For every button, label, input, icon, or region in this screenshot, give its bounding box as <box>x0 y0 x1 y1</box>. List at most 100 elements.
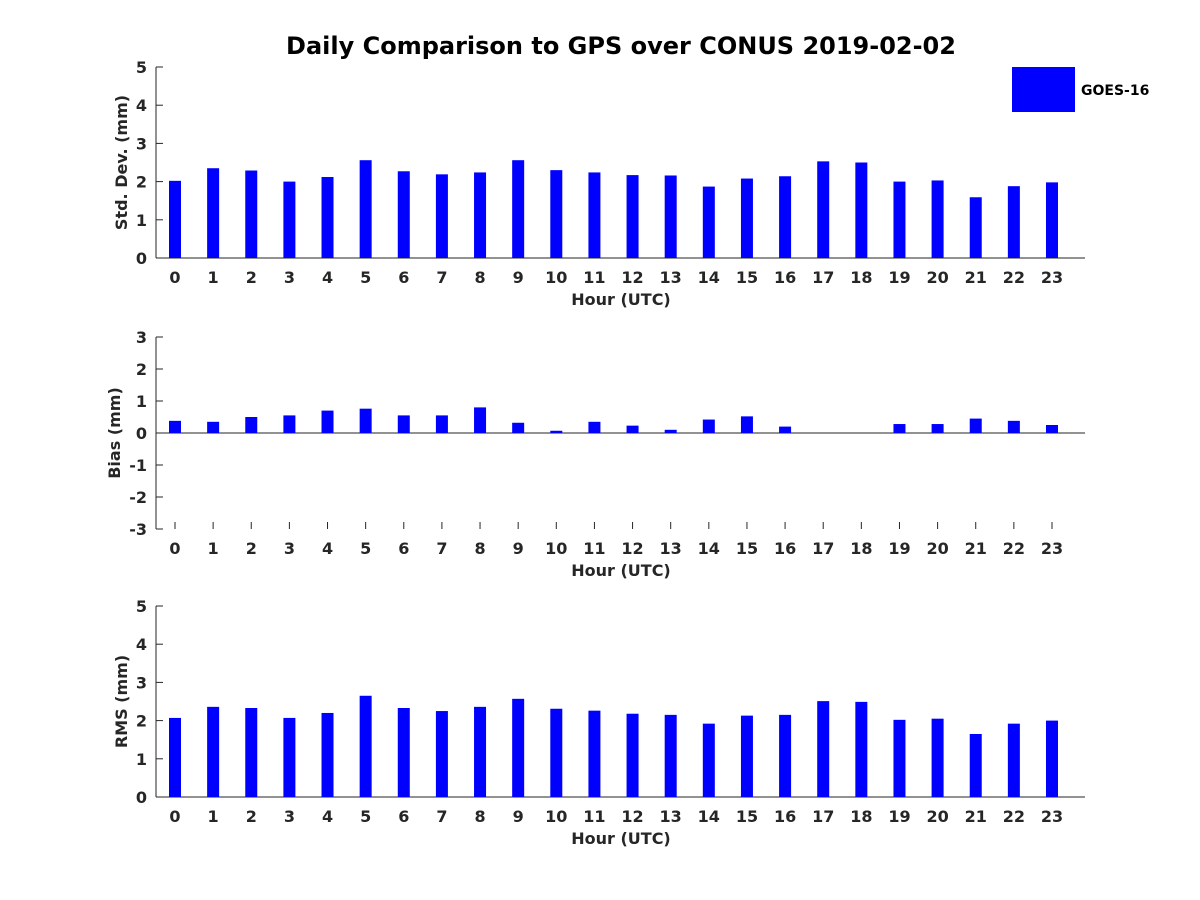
std-dev-bar-hour-6 <box>397 171 410 258</box>
rms-bar-hour-23 <box>1045 720 1058 797</box>
x-tick-label: 6 <box>398 268 409 287</box>
std-dev-bar-hour-1 <box>207 168 220 258</box>
x-tick-label: 13 <box>660 539 682 558</box>
x-tick-label: 11 <box>583 539 605 558</box>
rms-bar-hour-5 <box>359 695 372 797</box>
rms-bar-hour-21 <box>969 733 982 797</box>
bias-bar-hour-2 <box>245 417 258 433</box>
x-tick-label: 18 <box>850 807 872 826</box>
x-tick-label: 5 <box>360 539 371 558</box>
x-tick-label: 7 <box>436 268 447 287</box>
rms-bar-hour-2 <box>245 707 258 797</box>
std-dev-bar-hour-21 <box>969 197 982 258</box>
rms-bar-hour-14 <box>702 723 715 797</box>
y-tick-label: 5 <box>136 597 147 616</box>
x-tick-label: 12 <box>621 539 643 558</box>
x-tick-label: 12 <box>621 807 643 826</box>
x-tick-label: 7 <box>436 539 447 558</box>
y-tick-label: 0 <box>136 424 147 443</box>
bias-bar-hour-19 <box>893 424 906 433</box>
x-tick-label: 22 <box>1003 268 1025 287</box>
x-tick-label: 7 <box>436 807 447 826</box>
x-tick-label: 21 <box>965 807 987 826</box>
std-dev-bar-hour-19 <box>893 181 906 258</box>
std-dev-bar-hour-8 <box>474 172 487 258</box>
bias-bar-hour-7 <box>435 415 448 433</box>
x-tick-label: 15 <box>736 539 758 558</box>
rms-bar-hour-9 <box>512 698 525 797</box>
std-dev-bar-hour-22 <box>1007 186 1020 258</box>
std-dev-bar-hour-7 <box>435 174 448 258</box>
rms-bar-hour-13 <box>664 714 677 797</box>
y-tick-label: 0 <box>136 788 147 807</box>
rms-bar-hour-19 <box>893 719 906 797</box>
x-tick-label: 17 <box>812 807 834 826</box>
rms-bar-hour-20 <box>931 718 944 797</box>
x-tick-label: 11 <box>583 807 605 826</box>
x-tick-label: 13 <box>660 268 682 287</box>
rms-bar-hour-4 <box>321 712 334 797</box>
y-axis-label: Bias (mm) <box>105 387 124 479</box>
x-tick-label: 4 <box>322 539 333 558</box>
x-tick-label: 23 <box>1041 807 1063 826</box>
chart-title: Daily Comparison to GPS over CONUS 2019-… <box>286 32 956 60</box>
std-dev-bar-hour-20 <box>931 180 944 258</box>
y-tick-label: 2 <box>136 360 147 379</box>
legend-swatch <box>1012 67 1075 112</box>
x-tick-label: 23 <box>1041 539 1063 558</box>
rms-bar-hour-11 <box>588 710 601 797</box>
x-tick-label: 13 <box>660 807 682 826</box>
std-dev-bar-hour-12 <box>626 175 639 258</box>
bias-bar-hour-3 <box>283 415 296 433</box>
rms-bar-hour-8 <box>474 706 487 797</box>
x-tick-label: 10 <box>545 268 567 287</box>
bias-bar-hour-14 <box>702 419 715 433</box>
x-tick-label: 2 <box>246 268 257 287</box>
std-dev-bar-hour-11 <box>588 172 601 258</box>
bias-bar-hour-1 <box>207 421 220 433</box>
x-tick-label: 2 <box>246 539 257 558</box>
rms-bar-hour-6 <box>397 707 410 797</box>
std-dev-bar-hour-14 <box>702 186 715 258</box>
bias-bar-hour-8 <box>474 407 487 433</box>
x-tick-label: 8 <box>474 807 485 826</box>
bias-bar-hour-13 <box>664 429 677 433</box>
x-tick-label: 11 <box>583 268 605 287</box>
y-tick-label: 2 <box>136 173 147 192</box>
x-tick-label: 14 <box>698 268 720 287</box>
x-axis-label: Hour (UTC) <box>571 561 671 580</box>
std-dev-bar-hour-3 <box>283 181 296 258</box>
x-tick-label: 9 <box>513 268 524 287</box>
y-tick-label: -1 <box>129 456 147 475</box>
x-tick-label: 9 <box>513 807 524 826</box>
std-dev-bar-hour-13 <box>664 175 677 258</box>
bias-bar-hour-0 <box>169 420 181 433</box>
bias-bar-hour-11 <box>588 421 601 433</box>
std-dev-bar-hour-9 <box>512 160 525 258</box>
legend: GOES-16 <box>1012 67 1149 112</box>
bias-bar-hour-15 <box>740 416 753 433</box>
x-tick-label: 5 <box>360 807 371 826</box>
x-tick-label: 10 <box>545 807 567 826</box>
x-tick-label: 8 <box>474 539 485 558</box>
y-tick-label: 5 <box>136 58 147 77</box>
x-tick-label: 6 <box>398 539 409 558</box>
legend-label: GOES-16 <box>1081 83 1149 99</box>
y-tick-label: 4 <box>136 635 147 654</box>
x-tick-label: 4 <box>322 268 333 287</box>
x-tick-label: 4 <box>322 807 333 826</box>
x-tick-label: 0 <box>169 268 180 287</box>
x-tick-label: 22 <box>1003 807 1025 826</box>
rms-bar-hour-0 <box>169 717 181 797</box>
y-tick-label: 2 <box>136 712 147 731</box>
bias-bar-hour-21 <box>969 418 982 433</box>
x-tick-label: 15 <box>736 807 758 826</box>
x-tick-label: 14 <box>698 539 720 558</box>
x-tick-label: 10 <box>545 539 567 558</box>
x-tick-label: 16 <box>774 539 796 558</box>
std-dev-bar-hour-17 <box>817 161 830 258</box>
